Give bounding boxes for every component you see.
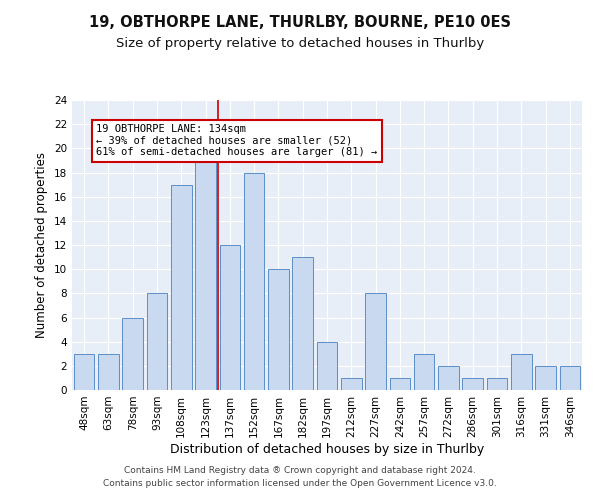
Bar bbox=[292, 257, 313, 390]
Text: Contains HM Land Registry data ® Crown copyright and database right 2024.
Contai: Contains HM Land Registry data ® Crown c… bbox=[103, 466, 497, 487]
Bar bbox=[171, 184, 191, 390]
Text: Size of property relative to detached houses in Thurlby: Size of property relative to detached ho… bbox=[116, 38, 484, 51]
Bar bbox=[535, 366, 556, 390]
Bar bbox=[317, 342, 337, 390]
Bar bbox=[220, 245, 240, 390]
Bar bbox=[195, 148, 216, 390]
Text: 19 OBTHORPE LANE: 134sqm
← 39% of detached houses are smaller (52)
61% of semi-d: 19 OBTHORPE LANE: 134sqm ← 39% of detach… bbox=[96, 124, 377, 158]
Text: 19, OBTHORPE LANE, THURLBY, BOURNE, PE10 0ES: 19, OBTHORPE LANE, THURLBY, BOURNE, PE10… bbox=[89, 15, 511, 30]
Y-axis label: Number of detached properties: Number of detached properties bbox=[35, 152, 49, 338]
Bar bbox=[438, 366, 459, 390]
Bar bbox=[365, 294, 386, 390]
Bar bbox=[414, 354, 434, 390]
Bar bbox=[122, 318, 143, 390]
Bar bbox=[341, 378, 362, 390]
Bar bbox=[560, 366, 580, 390]
Bar bbox=[463, 378, 483, 390]
Bar bbox=[146, 294, 167, 390]
Bar bbox=[511, 354, 532, 390]
Bar bbox=[268, 269, 289, 390]
X-axis label: Distribution of detached houses by size in Thurlby: Distribution of detached houses by size … bbox=[170, 442, 484, 456]
Bar bbox=[244, 172, 265, 390]
Bar bbox=[487, 378, 508, 390]
Bar bbox=[74, 354, 94, 390]
Bar bbox=[98, 354, 119, 390]
Bar bbox=[389, 378, 410, 390]
